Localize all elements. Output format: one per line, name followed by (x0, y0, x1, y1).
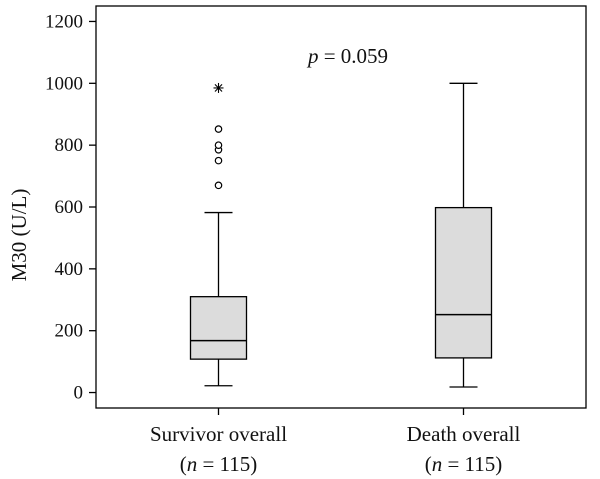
outlier-point (214, 156, 223, 165)
x-category-label: Death overall (407, 422, 521, 446)
box-death-overall (434, 82, 493, 388)
y-tick-label: 1000 (45, 73, 83, 94)
iqr-box (434, 206, 493, 359)
x-category-n: (n = 115) (425, 452, 503, 476)
y-tick-label: 1200 (45, 11, 83, 32)
p-value-annotation: p = 0.059 (306, 44, 388, 68)
n-symbol: n (187, 452, 198, 476)
box-survivor-overall (189, 82, 248, 387)
outlier-point (214, 125, 223, 133)
iqr-box (189, 296, 248, 360)
y-tick-label: 200 (55, 321, 84, 342)
n-symbol: n (432, 452, 443, 476)
x-category-label: Survivor overall (150, 422, 287, 446)
p-symbol: p (306, 44, 319, 68)
y-axis-label: M30 (U/L) (7, 189, 31, 282)
n-open: ( (180, 452, 187, 476)
y-tick-label: 400 (55, 259, 84, 280)
y-tick-label: 0 (74, 383, 84, 404)
y-axis: 0 200 400 600 800 1000 1200 (45, 11, 96, 404)
outlier-point (214, 141, 223, 149)
extreme-point (213, 82, 224, 93)
extreme-stroke (214, 84, 223, 92)
n-rest: = 115) (442, 452, 502, 476)
n-open: ( (425, 452, 432, 476)
x-category-n: (n = 115) (180, 452, 258, 476)
y-tick-label: 600 (55, 197, 84, 218)
x-axis: Survivor overall(n = 115)Death overall(n… (150, 408, 521, 476)
y-tick-label: 800 (55, 135, 84, 156)
outlier-point (214, 181, 223, 190)
p-value: = 0.059 (318, 44, 388, 68)
boxes (189, 82, 493, 388)
n-rest: = 115) (197, 452, 257, 476)
